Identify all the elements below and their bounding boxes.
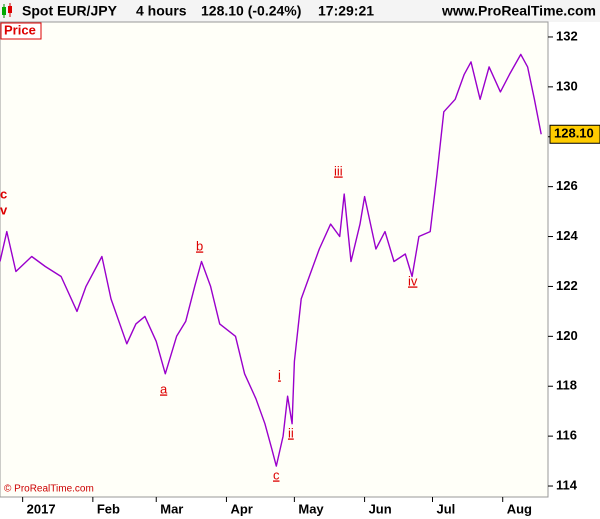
panel-label-box bbox=[0, 22, 42, 40]
site: www.ProRealTime.com bbox=[441, 3, 596, 19]
y-tick-label: 120 bbox=[556, 328, 578, 343]
wave-label: c bbox=[0, 186, 7, 201]
x-tick-label: Apr bbox=[230, 501, 252, 516]
x-tick-label: Jun bbox=[369, 501, 392, 516]
y-tick-label: 114 bbox=[556, 477, 578, 492]
y-tick-label: 118 bbox=[556, 378, 577, 393]
last-price-box bbox=[549, 124, 600, 144]
y-tick-label: 124 bbox=[556, 228, 578, 243]
x-tick-label: Feb bbox=[97, 501, 120, 516]
app-icon bbox=[2, 3, 12, 18]
x-tick-label: May bbox=[298, 501, 324, 516]
x-tick-label: Mar bbox=[160, 501, 183, 516]
wave-label: a bbox=[160, 381, 168, 396]
plot-area bbox=[0, 21, 549, 498]
wave-label: c bbox=[273, 467, 280, 482]
wave-label: iv bbox=[408, 273, 418, 288]
y-tick-label: 122 bbox=[556, 278, 578, 293]
timeframe: 4 hours bbox=[136, 3, 187, 19]
wave-label: ii bbox=[288, 425, 294, 440]
x-tick-label: Jul bbox=[437, 501, 456, 516]
instrument: Spot EUR/JPY bbox=[22, 3, 118, 19]
wave-label: iii bbox=[334, 163, 343, 178]
y-tick-label: 116 bbox=[556, 428, 577, 443]
x-tick-label: Aug bbox=[507, 501, 532, 516]
y-tick-label: 130 bbox=[556, 78, 578, 93]
quote: 128.10 (-0.24%) bbox=[201, 3, 301, 19]
x-tick-label: 2017 bbox=[27, 501, 56, 516]
price-line bbox=[0, 53, 542, 467]
header-bar bbox=[0, 0, 600, 22]
y-tick-label: 132 bbox=[556, 28, 578, 43]
panel-label: Price bbox=[4, 22, 36, 37]
wave-label: i bbox=[278, 367, 281, 382]
copyright: © ProRealTime.com bbox=[4, 484, 94, 495]
y-tick-label: 126 bbox=[556, 178, 578, 193]
wave-label: v bbox=[0, 202, 8, 217]
last-price-label: 128.10 bbox=[554, 126, 594, 141]
wave-label: b bbox=[196, 238, 203, 253]
time: 17:29:21 bbox=[318, 3, 374, 19]
